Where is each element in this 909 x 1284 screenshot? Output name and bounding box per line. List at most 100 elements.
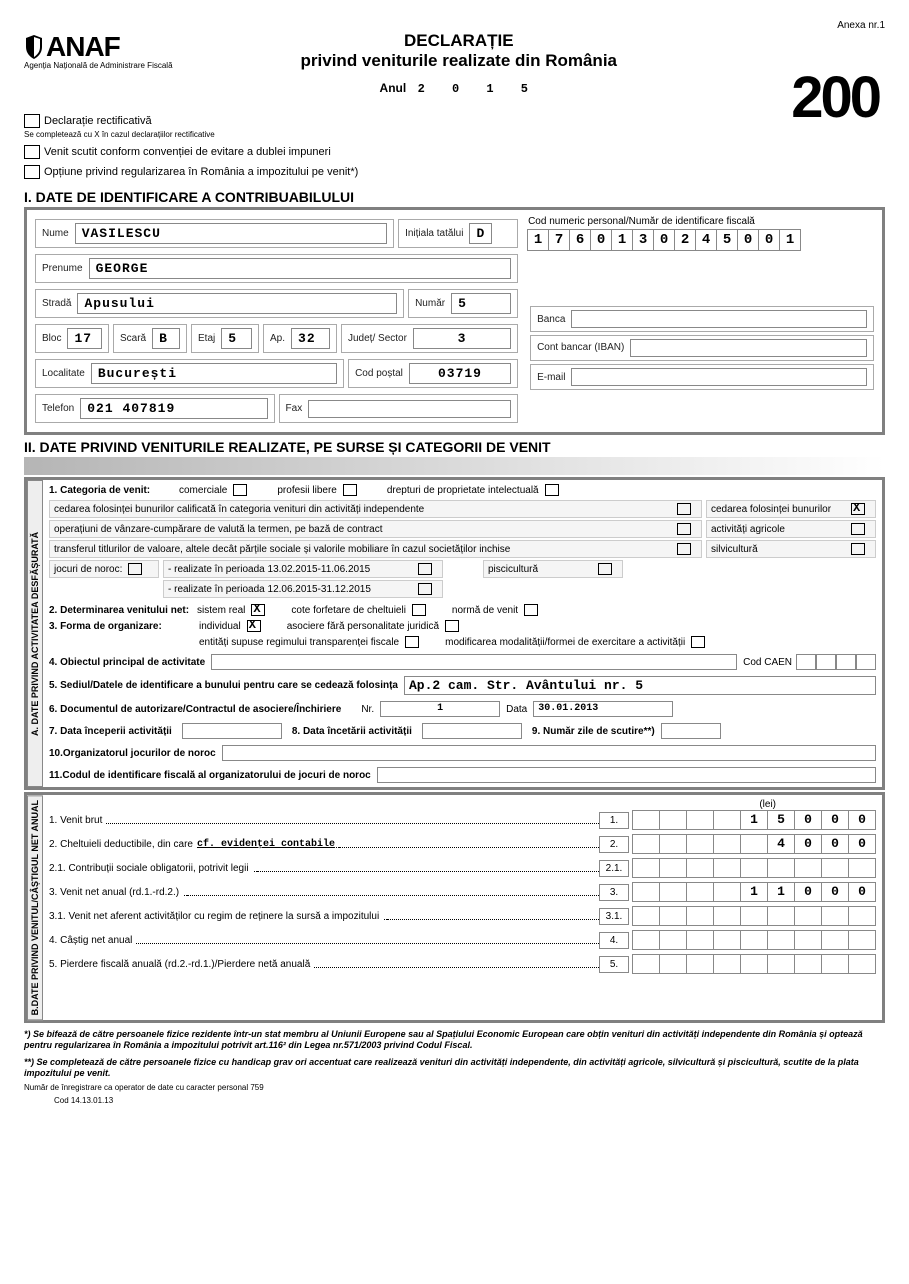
amount-cell[interactable]: 0: [848, 810, 876, 830]
amount-cell[interactable]: [686, 834, 714, 854]
field-judet[interactable]: 3: [413, 328, 511, 349]
cnp-digit[interactable]: 0: [653, 229, 675, 251]
amount-cell[interactable]: [659, 930, 687, 950]
amount-cell[interactable]: [713, 810, 741, 830]
chk-rectificativa[interactable]: [24, 114, 40, 128]
caen-1[interactable]: [796, 654, 816, 670]
amount-cell[interactable]: [632, 858, 660, 878]
amount-cell[interactable]: 0: [794, 882, 822, 902]
field-fax[interactable]: [308, 400, 511, 418]
amount-cell[interactable]: [848, 930, 876, 950]
field-scara[interactable]: B: [152, 328, 180, 349]
field-codpostal[interactable]: 03719: [409, 363, 511, 384]
amount-cell[interactable]: [740, 954, 768, 974]
cnp-digit[interactable]: 0: [590, 229, 612, 251]
chk-entitati[interactable]: [405, 636, 419, 648]
amount-cell[interactable]: 1: [740, 810, 768, 830]
amount-cell[interactable]: [740, 906, 768, 926]
amount-cell[interactable]: [794, 954, 822, 974]
chk-pisci[interactable]: [598, 563, 612, 575]
field-org[interactable]: [222, 745, 876, 761]
cnp-digit[interactable]: 1: [527, 229, 549, 251]
field-initiala[interactable]: D: [469, 223, 492, 244]
amount-cell[interactable]: [821, 930, 849, 950]
field-prenume[interactable]: GEORGE: [89, 258, 512, 279]
chk-jocuri-p1[interactable]: [418, 563, 432, 575]
amount-cell[interactable]: [686, 906, 714, 926]
amount-cell[interactable]: [767, 858, 795, 878]
caen-2[interactable]: [816, 654, 836, 670]
amount-cell[interactable]: 0: [848, 834, 876, 854]
cnp-digit[interactable]: 5: [716, 229, 738, 251]
chk-profesii[interactable]: [343, 484, 357, 496]
field-localitate[interactable]: București: [91, 363, 337, 384]
amount-cell[interactable]: [740, 930, 768, 950]
field-email[interactable]: [571, 368, 867, 386]
cnp-digit[interactable]: 0: [758, 229, 780, 251]
field-sediu[interactable]: Ap.2 cam. Str. Avântului nr. 5: [404, 676, 876, 695]
chk-transfer[interactable]: [677, 543, 691, 555]
amount-cell[interactable]: [740, 834, 768, 854]
chk-optiune[interactable]: [24, 165, 40, 179]
chk-agricole[interactable]: [851, 523, 865, 535]
field-data-incet[interactable]: [422, 723, 522, 739]
cnp-digit[interactable]: 1: [611, 229, 633, 251]
amount-cell[interactable]: [659, 858, 687, 878]
amount-cell[interactable]: [659, 906, 687, 926]
chk-norma[interactable]: [524, 604, 538, 616]
field-telefon[interactable]: 021 407819: [80, 398, 267, 419]
amount-cell[interactable]: [713, 954, 741, 974]
caen-3[interactable]: [836, 654, 856, 670]
field-doc-nr[interactable]: 1: [380, 701, 500, 717]
field-doc-data[interactable]: 30.01.2013: [533, 701, 673, 717]
amount-cell[interactable]: [659, 954, 687, 974]
field-data-incep[interactable]: [182, 723, 282, 739]
amount-cell[interactable]: 1: [767, 882, 795, 902]
amount-cell[interactable]: [794, 858, 822, 878]
amount-cell[interactable]: [794, 906, 822, 926]
amount-cell[interactable]: [686, 954, 714, 974]
chk-cote[interactable]: [412, 604, 426, 616]
amount-cell[interactable]: 0: [794, 810, 822, 830]
amount-cell[interactable]: [632, 954, 660, 974]
chk-venit-scutit[interactable]: [24, 145, 40, 159]
chk-cedarea-calif[interactable]: [677, 503, 691, 515]
amount-cell[interactable]: 0: [821, 810, 849, 830]
amount-cell[interactable]: 0: [794, 834, 822, 854]
amount-cell[interactable]: [659, 834, 687, 854]
amount-cell[interactable]: [767, 906, 795, 926]
amount-cell[interactable]: 5: [767, 810, 795, 830]
amount-cell[interactable]: 0: [821, 834, 849, 854]
amount-cell[interactable]: [794, 930, 822, 950]
field-ap[interactable]: 32: [291, 328, 330, 349]
cnp-digit[interactable]: 2: [674, 229, 696, 251]
chk-jocuri[interactable]: [128, 563, 142, 575]
amount-cell[interactable]: [848, 954, 876, 974]
amount-cell[interactable]: [659, 810, 687, 830]
field-etaj[interactable]: 5: [221, 328, 252, 349]
amount-cell[interactable]: [632, 810, 660, 830]
amount-cell[interactable]: [821, 906, 849, 926]
amount-cell[interactable]: [767, 930, 795, 950]
field-nume[interactable]: VASILESCU: [75, 223, 387, 244]
amount-cell[interactable]: [713, 834, 741, 854]
amount-cell[interactable]: [713, 882, 741, 902]
cnp-digit[interactable]: 1: [779, 229, 801, 251]
chk-valuta[interactable]: [677, 523, 691, 535]
amount-cell[interactable]: [686, 930, 714, 950]
chk-drepturi[interactable]: [545, 484, 559, 496]
amount-cell[interactable]: [632, 906, 660, 926]
chk-silvi[interactable]: [851, 543, 865, 555]
chk-jocuri-p2[interactable]: [418, 583, 432, 595]
amount-cell[interactable]: [686, 858, 714, 878]
amount-cell[interactable]: [767, 954, 795, 974]
amount-cell[interactable]: [632, 834, 660, 854]
chk-sistem-real[interactable]: [251, 604, 265, 616]
amount-cell[interactable]: [686, 882, 714, 902]
chk-individual[interactable]: [247, 620, 261, 632]
amount-cell[interactable]: [686, 810, 714, 830]
field-zile[interactable]: [661, 723, 721, 739]
field-iban[interactable]: [630, 339, 867, 357]
amount-cell[interactable]: 0: [848, 882, 876, 902]
amount-cell[interactable]: 4: [767, 834, 795, 854]
